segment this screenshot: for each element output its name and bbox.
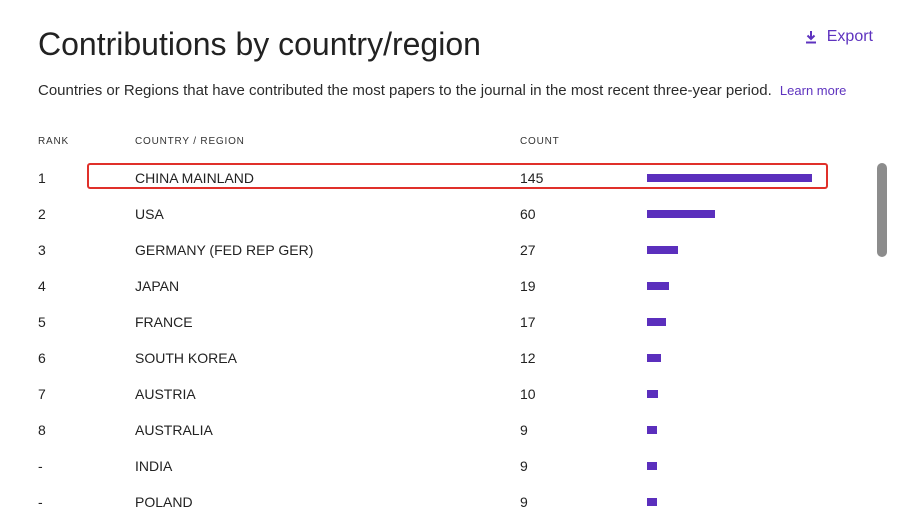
download-icon [805,31,816,44]
rank-cell: 6 [38,350,46,366]
country-cell: FRANCE [135,314,193,330]
country-cell: AUSTRALIA [135,422,213,438]
table-row: 8 AUSTRALIA 9 [38,412,868,448]
table-row: 6 SOUTH KOREA 12 [38,340,868,376]
rank-header: RANK [38,136,69,147]
count-bar [647,282,669,290]
rank-cell: 1 [38,170,46,186]
scrollbar-thumb[interactable] [877,163,887,257]
count-cell: 19 [520,278,536,294]
table-row: 3 GERMANY (FED REP GER) 27 [38,232,868,268]
count-bar [647,462,657,470]
count-bar [647,210,715,218]
rank-cell: 7 [38,386,46,402]
table-row: - POLAND 9 [38,484,868,520]
count-bar [647,318,666,326]
country-cell: JAPAN [135,278,180,294]
table-row: 2 USA 60 [38,196,868,232]
table-row: - INDIA 9 [38,448,868,484]
count-bar [647,174,812,182]
description: Countries or Regions that have contribut… [38,80,846,102]
count-cell: 9 [520,494,528,510]
rank-cell: - [38,494,43,510]
country-cell: POLAND [135,494,193,510]
rank-cell: 4 [38,278,46,294]
country-cell: CHINA MAINLAND [135,170,255,186]
country-header: COUNTRY / REGION [135,136,245,147]
table-row: 1 CHINA MAINLAND 145 [38,160,868,196]
count-cell: 145 [520,170,544,186]
count-bar [647,498,657,506]
page-title: Contributions by country/region [38,26,481,62]
count-cell: 12 [520,350,536,366]
count-bar [647,246,678,254]
country-cell: INDIA [135,458,173,474]
country-cell: AUSTRIA [135,386,196,402]
table-row: 7 AUSTRIA 10 [38,376,868,412]
rank-cell: 5 [38,314,46,330]
count-cell: 17 [520,314,536,330]
count-bar [647,426,657,434]
table-header: RANK COUNTRY / REGION COUNT [38,132,868,152]
count-cell: 9 [520,458,528,474]
rank-cell: 2 [38,206,46,222]
count-cell: 27 [520,242,536,258]
contributions-table: RANK COUNTRY / REGION COUNT 1 CHINA MAINL… [38,132,868,510]
export-label: Export [826,28,873,45]
description-text: Countries or Regions that have contribut… [38,82,772,99]
count-bar [647,390,658,398]
count-cell: 60 [520,206,536,222]
count-cell: 10 [520,386,536,402]
rank-cell: 8 [38,422,46,438]
count-cell: 9 [520,422,528,438]
count-header: COUNT [520,136,560,147]
rank-cell: - [38,458,43,474]
country-cell: SOUTH KOREA [135,350,237,366]
country-cell: USA [135,206,164,222]
count-bar [647,354,661,362]
export-button[interactable]: Export [803,28,873,46]
highlight-box [87,163,828,189]
table-row: 5 FRANCE 17 [38,304,868,340]
table-row: 4 JAPAN 19 [38,268,868,304]
learn-more-link[interactable]: Learn more [779,83,847,98]
country-cell: GERMANY (FED REP GER) [135,242,314,258]
rank-cell: 3 [38,242,46,258]
